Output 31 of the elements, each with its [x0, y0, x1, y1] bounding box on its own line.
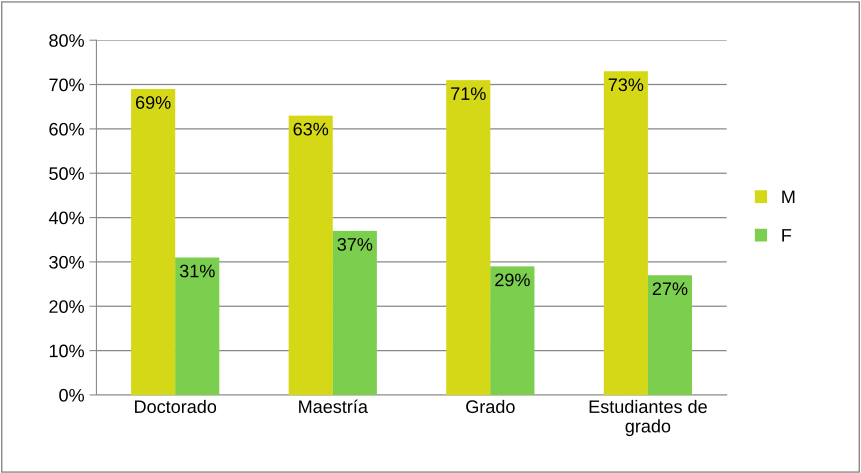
bar [446, 80, 490, 395]
data-label: 63% [294, 122, 328, 136]
bar [332, 230, 377, 395]
y-tick-label: 80% [49, 34, 84, 47]
data-label: 71% [451, 87, 486, 100]
y-tick-label: 70% [49, 78, 84, 92]
data-label: 73% [608, 78, 644, 92]
legend-label: M [782, 190, 794, 203]
x-tick-label: Grado [466, 400, 515, 414]
y-tick-label: 20% [49, 300, 84, 313]
y-tick-label: 50% [49, 167, 84, 180]
y-tick-label: 60% [49, 122, 84, 136]
y-tick-label: 30% [49, 256, 84, 269]
x-tick-label: Estudiantes de grado [590, 400, 707, 436]
y-tick-label: 10% [50, 344, 84, 358]
data-label: 31% [180, 264, 215, 278]
data-label: 27% [652, 282, 688, 296]
bar [175, 257, 220, 395]
y-tick-label: 40% [48, 212, 84, 224]
bar [131, 88, 176, 395]
bar [490, 266, 534, 395]
data-label: 69% [136, 96, 171, 109]
x-tick-label: Maestría [299, 400, 368, 414]
y-tick-label: 0% [59, 388, 84, 402]
bar [648, 275, 692, 395]
bar [288, 116, 333, 395]
legend-label: F [782, 229, 792, 242]
data-label: 37% [337, 238, 372, 251]
data-label: 29% [495, 273, 530, 286]
x-tick-label: Doctorado [135, 400, 216, 414]
bar [604, 71, 648, 395]
